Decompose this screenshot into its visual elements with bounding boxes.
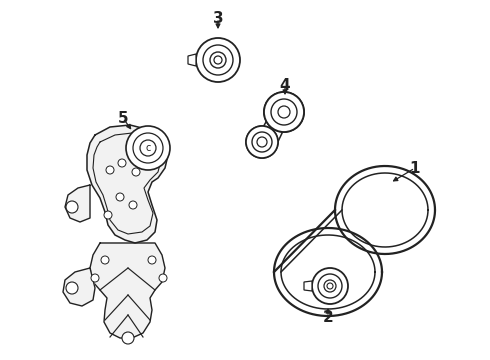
- Circle shape: [210, 52, 226, 68]
- Circle shape: [196, 38, 240, 82]
- Circle shape: [252, 132, 272, 152]
- Circle shape: [91, 274, 99, 282]
- Text: 1: 1: [410, 161, 420, 176]
- Circle shape: [66, 201, 78, 213]
- Circle shape: [126, 126, 170, 170]
- Circle shape: [264, 92, 304, 132]
- Circle shape: [257, 137, 267, 147]
- Polygon shape: [304, 281, 312, 291]
- Circle shape: [66, 282, 78, 294]
- Circle shape: [118, 159, 126, 167]
- Circle shape: [246, 126, 278, 158]
- Circle shape: [122, 332, 134, 344]
- Circle shape: [159, 274, 167, 282]
- Circle shape: [148, 256, 156, 264]
- Circle shape: [264, 92, 304, 132]
- Circle shape: [318, 274, 342, 298]
- Polygon shape: [188, 54, 196, 66]
- Circle shape: [271, 99, 297, 125]
- Text: 3: 3: [213, 10, 223, 26]
- Text: 2: 2: [322, 310, 333, 324]
- Circle shape: [246, 126, 278, 158]
- Circle shape: [278, 106, 290, 118]
- Circle shape: [203, 45, 233, 75]
- Polygon shape: [90, 243, 165, 338]
- Circle shape: [106, 166, 114, 174]
- Text: 4: 4: [280, 77, 290, 93]
- Polygon shape: [65, 185, 90, 222]
- Circle shape: [104, 211, 112, 219]
- Polygon shape: [250, 108, 294, 150]
- Circle shape: [129, 201, 137, 209]
- Polygon shape: [63, 268, 95, 306]
- Circle shape: [324, 280, 336, 292]
- Text: c: c: [146, 143, 151, 153]
- Circle shape: [101, 256, 109, 264]
- Circle shape: [116, 193, 124, 201]
- Polygon shape: [87, 125, 168, 243]
- Circle shape: [132, 168, 140, 176]
- Circle shape: [312, 268, 348, 304]
- Text: 5: 5: [118, 111, 128, 126]
